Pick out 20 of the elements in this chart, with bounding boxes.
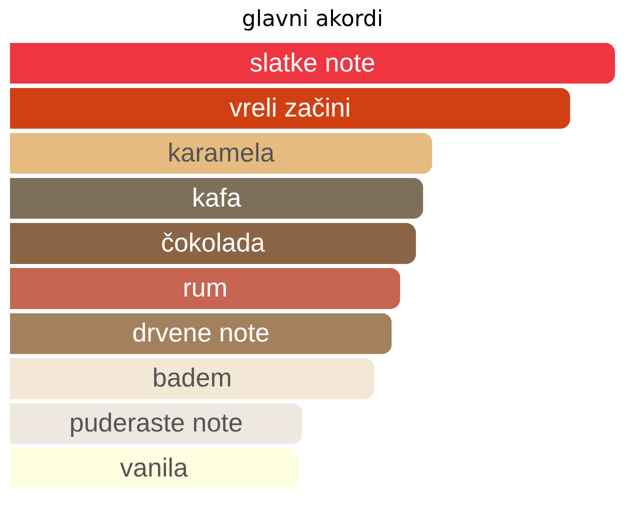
y-tick-label: slatke note (250, 47, 376, 78)
y-tick-label: čokolada (160, 227, 266, 258)
bar (10, 222, 416, 264)
bar (10, 88, 570, 129)
y-tick-label: puderaste note (69, 408, 243, 438)
y-tick-label: vanila (120, 452, 188, 483)
y-tick-label: rum (182, 272, 228, 303)
bar (10, 313, 392, 354)
bar (10, 448, 298, 490)
y-tick-label: kafa (192, 182, 242, 212)
y-tick-label: badem (152, 362, 232, 393)
bar (10, 42, 615, 84)
y-tick-label: vreli začini (229, 92, 351, 122)
y-tick-label: karamela (168, 137, 276, 168)
bar (10, 132, 432, 174)
bar (10, 268, 400, 310)
bar (10, 358, 374, 400)
chart-title: glavni akordi (242, 7, 384, 32)
y-tick-label: drvene note (132, 318, 270, 348)
bar (10, 178, 424, 219)
